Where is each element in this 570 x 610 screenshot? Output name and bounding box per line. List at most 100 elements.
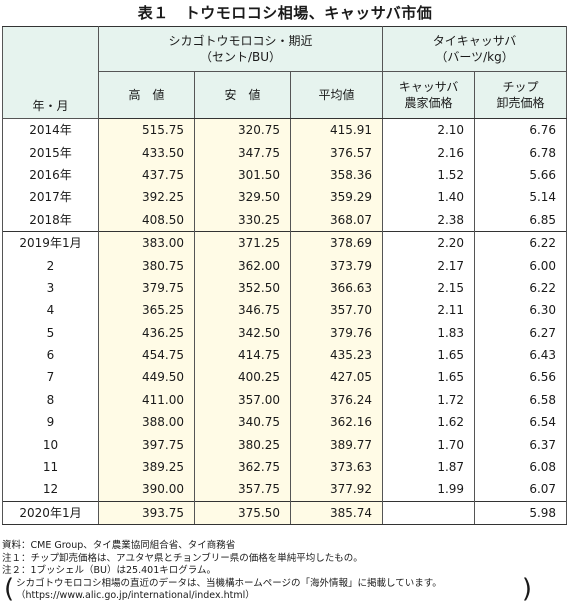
cell-farm-price: 1.72 bbox=[382, 388, 476, 412]
row-label: 10 bbox=[2, 433, 99, 456]
group-header-thai-cassava-name: タイキャッサバ bbox=[432, 34, 517, 48]
cell-chip-price: 6.22 bbox=[474, 230, 568, 255]
table-row: 7 449.50 400.25 427.05 1.65 6.56 bbox=[2, 366, 568, 389]
cell-chip-price: 5.14 bbox=[474, 186, 568, 209]
cell-high: 380.75 bbox=[98, 254, 195, 277]
row-label: 5 bbox=[2, 321, 99, 344]
cell-chip-price: 5.98 bbox=[474, 500, 568, 526]
cell-chip-price: 5.66 bbox=[474, 163, 568, 187]
cell-farm-price: 1.87 bbox=[382, 455, 476, 479]
table-row: 6 454.75 414.75 435.23 1.65 6.43 bbox=[2, 343, 568, 367]
website-url: （https://www.alic.go.jp/international/in… bbox=[16, 590, 255, 601]
cell-farm-price: 1.65 bbox=[382, 343, 476, 367]
cell-farm-price: 1.99 bbox=[382, 478, 476, 502]
row-label: 7 bbox=[2, 366, 99, 389]
row-label: 6 bbox=[2, 343, 99, 367]
table-row: 2014年 515.75 320.75 415.91 2.10 6.76 bbox=[2, 118, 568, 142]
cell-high: 388.00 bbox=[98, 411, 195, 434]
price-table: 年・月 シカゴトウモロコシ・期近 （セント/BU） タイキャッサバ （バーツ/k… bbox=[2, 26, 568, 526]
table-number: 表１ bbox=[137, 4, 169, 22]
row-header-label: 年・月 bbox=[2, 26, 99, 119]
cell-chip-price: 6.56 bbox=[474, 366, 568, 389]
row-label: 2 bbox=[2, 254, 99, 277]
cell-chip-price: 6.30 bbox=[474, 299, 568, 322]
cell-average: 373.63 bbox=[289, 455, 384, 479]
cell-farm-price bbox=[382, 500, 476, 526]
row-label: 2019年1月 bbox=[2, 230, 99, 255]
footnotes: 資料：CME Group、タイ農業協同組合省、タイ商務省 注１：チップ卸売価格は… bbox=[2, 540, 568, 603]
row-label: 4 bbox=[2, 299, 99, 322]
cell-average: 378.69 bbox=[289, 230, 384, 255]
group-header-chicago-corn-name: シカゴトウモロコシ・期近 bbox=[168, 34, 313, 48]
table-row: 4 365.25 346.75 357.70 2.11 6.30 bbox=[2, 299, 568, 322]
table-row: 2016年 437.75 301.50 358.36 1.52 5.66 bbox=[2, 163, 568, 187]
cell-chip-price: 6.54 bbox=[474, 411, 568, 434]
cell-low: 375.50 bbox=[194, 500, 291, 526]
cell-high: 437.75 bbox=[98, 163, 195, 187]
cell-low: 340.75 bbox=[194, 411, 291, 434]
cell-average: 368.07 bbox=[289, 208, 384, 232]
cell-chip-price: 6.85 bbox=[474, 208, 568, 232]
col-header-average: 平均値 bbox=[289, 71, 384, 119]
table-title: 表１ トウモロコシ相場、キャッサバ市価 bbox=[0, 2, 570, 24]
website-note: ( シカゴトウモロコシ相場の直近のデータは、当機構ホームページの「海外情報」に掲… bbox=[2, 573, 568, 604]
row-label: 8 bbox=[2, 388, 99, 412]
cell-farm-price: 1.83 bbox=[382, 321, 476, 344]
cell-chip-price: 6.43 bbox=[474, 343, 568, 367]
cell-high: 411.00 bbox=[98, 388, 195, 412]
cell-farm-price: 1.62 bbox=[382, 411, 476, 434]
cell-chip-price: 6.08 bbox=[474, 455, 568, 479]
row-label: 2016年 bbox=[2, 163, 99, 187]
cell-chip-price: 6.22 bbox=[474, 276, 568, 300]
row-label: 12 bbox=[2, 478, 99, 502]
close-paren: ) bbox=[521, 573, 532, 604]
cell-low: 380.25 bbox=[194, 433, 291, 456]
cell-farm-price: 1.70 bbox=[382, 433, 476, 456]
source-note: 資料：CME Group、タイ農業協同組合省、タイ商務省 bbox=[2, 540, 236, 551]
cell-high: 365.25 bbox=[98, 299, 195, 322]
cell-average: 435.23 bbox=[289, 343, 384, 367]
cell-chip-price: 6.76 bbox=[474, 118, 568, 142]
row-label: 3 bbox=[2, 276, 99, 300]
cell-average: 385.74 bbox=[289, 500, 384, 526]
cell-low: 357.75 bbox=[194, 478, 291, 502]
cell-average: 362.16 bbox=[289, 411, 384, 434]
website-note-text: シカゴトウモロコシ相場の直近のデータは、当機構ホームページの「海外情報」に掲載し… bbox=[16, 577, 442, 589]
col-header-farm-price-line2: 農家価格 bbox=[404, 96, 453, 110]
cell-chip-price: 6.07 bbox=[474, 478, 568, 502]
cell-high: 408.50 bbox=[98, 208, 195, 232]
cell-average: 427.05 bbox=[289, 366, 384, 389]
row-label: 11 bbox=[2, 455, 99, 479]
cell-high: 449.50 bbox=[98, 366, 195, 389]
cell-high: 436.25 bbox=[98, 321, 195, 344]
table-row: 10 397.75 380.25 389.77 1.70 6.37 bbox=[2, 433, 568, 456]
cell-low: 329.50 bbox=[194, 186, 291, 209]
col-header-low: 安 値 bbox=[194, 71, 291, 119]
cell-low: 352.50 bbox=[194, 276, 291, 300]
cell-farm-price: 1.52 bbox=[382, 163, 476, 187]
cell-average: 389.77 bbox=[289, 433, 384, 456]
cell-low: 320.75 bbox=[194, 118, 291, 142]
table-row: 2017年 392.25 329.50 359.29 1.40 5.14 bbox=[2, 186, 568, 209]
group-header-chicago-corn-unit: （セント/BU） bbox=[199, 50, 282, 64]
cell-farm-price: 2.15 bbox=[382, 276, 476, 300]
cell-low: 330.25 bbox=[194, 208, 291, 232]
cell-high: 515.75 bbox=[98, 118, 195, 142]
cell-high: 433.50 bbox=[98, 141, 195, 164]
cell-farm-price: 2.38 bbox=[382, 208, 476, 232]
table-row: 9 388.00 340.75 362.16 1.62 6.54 bbox=[2, 411, 568, 434]
table-row: 2019年1月 383.00 371.25 378.69 2.20 6.22 bbox=[2, 230, 568, 255]
cell-average: 359.29 bbox=[289, 186, 384, 209]
cell-low: 371.25 bbox=[194, 230, 291, 255]
group-header-thai-cassava-unit: （バーツ/kg） bbox=[435, 50, 514, 64]
table-body: 2014年 515.75 320.75 415.91 2.10 6.76 2015年 433.… bbox=[2, 118, 568, 526]
cell-average: 373.79 bbox=[289, 254, 384, 277]
cell-farm-price: 2.20 bbox=[382, 230, 476, 255]
table-row: 12 390.00 357.75 377.92 1.99 6.07 bbox=[2, 478, 568, 502]
cell-low: 346.75 bbox=[194, 299, 291, 322]
cell-average: 358.36 bbox=[289, 163, 384, 187]
cell-high: 390.00 bbox=[98, 478, 195, 502]
cell-average: 376.24 bbox=[289, 388, 384, 412]
note-2: 注２：1ブッシェル（BU）は25.401キログラム。 bbox=[2, 565, 216, 576]
cell-high: 379.75 bbox=[98, 276, 195, 300]
